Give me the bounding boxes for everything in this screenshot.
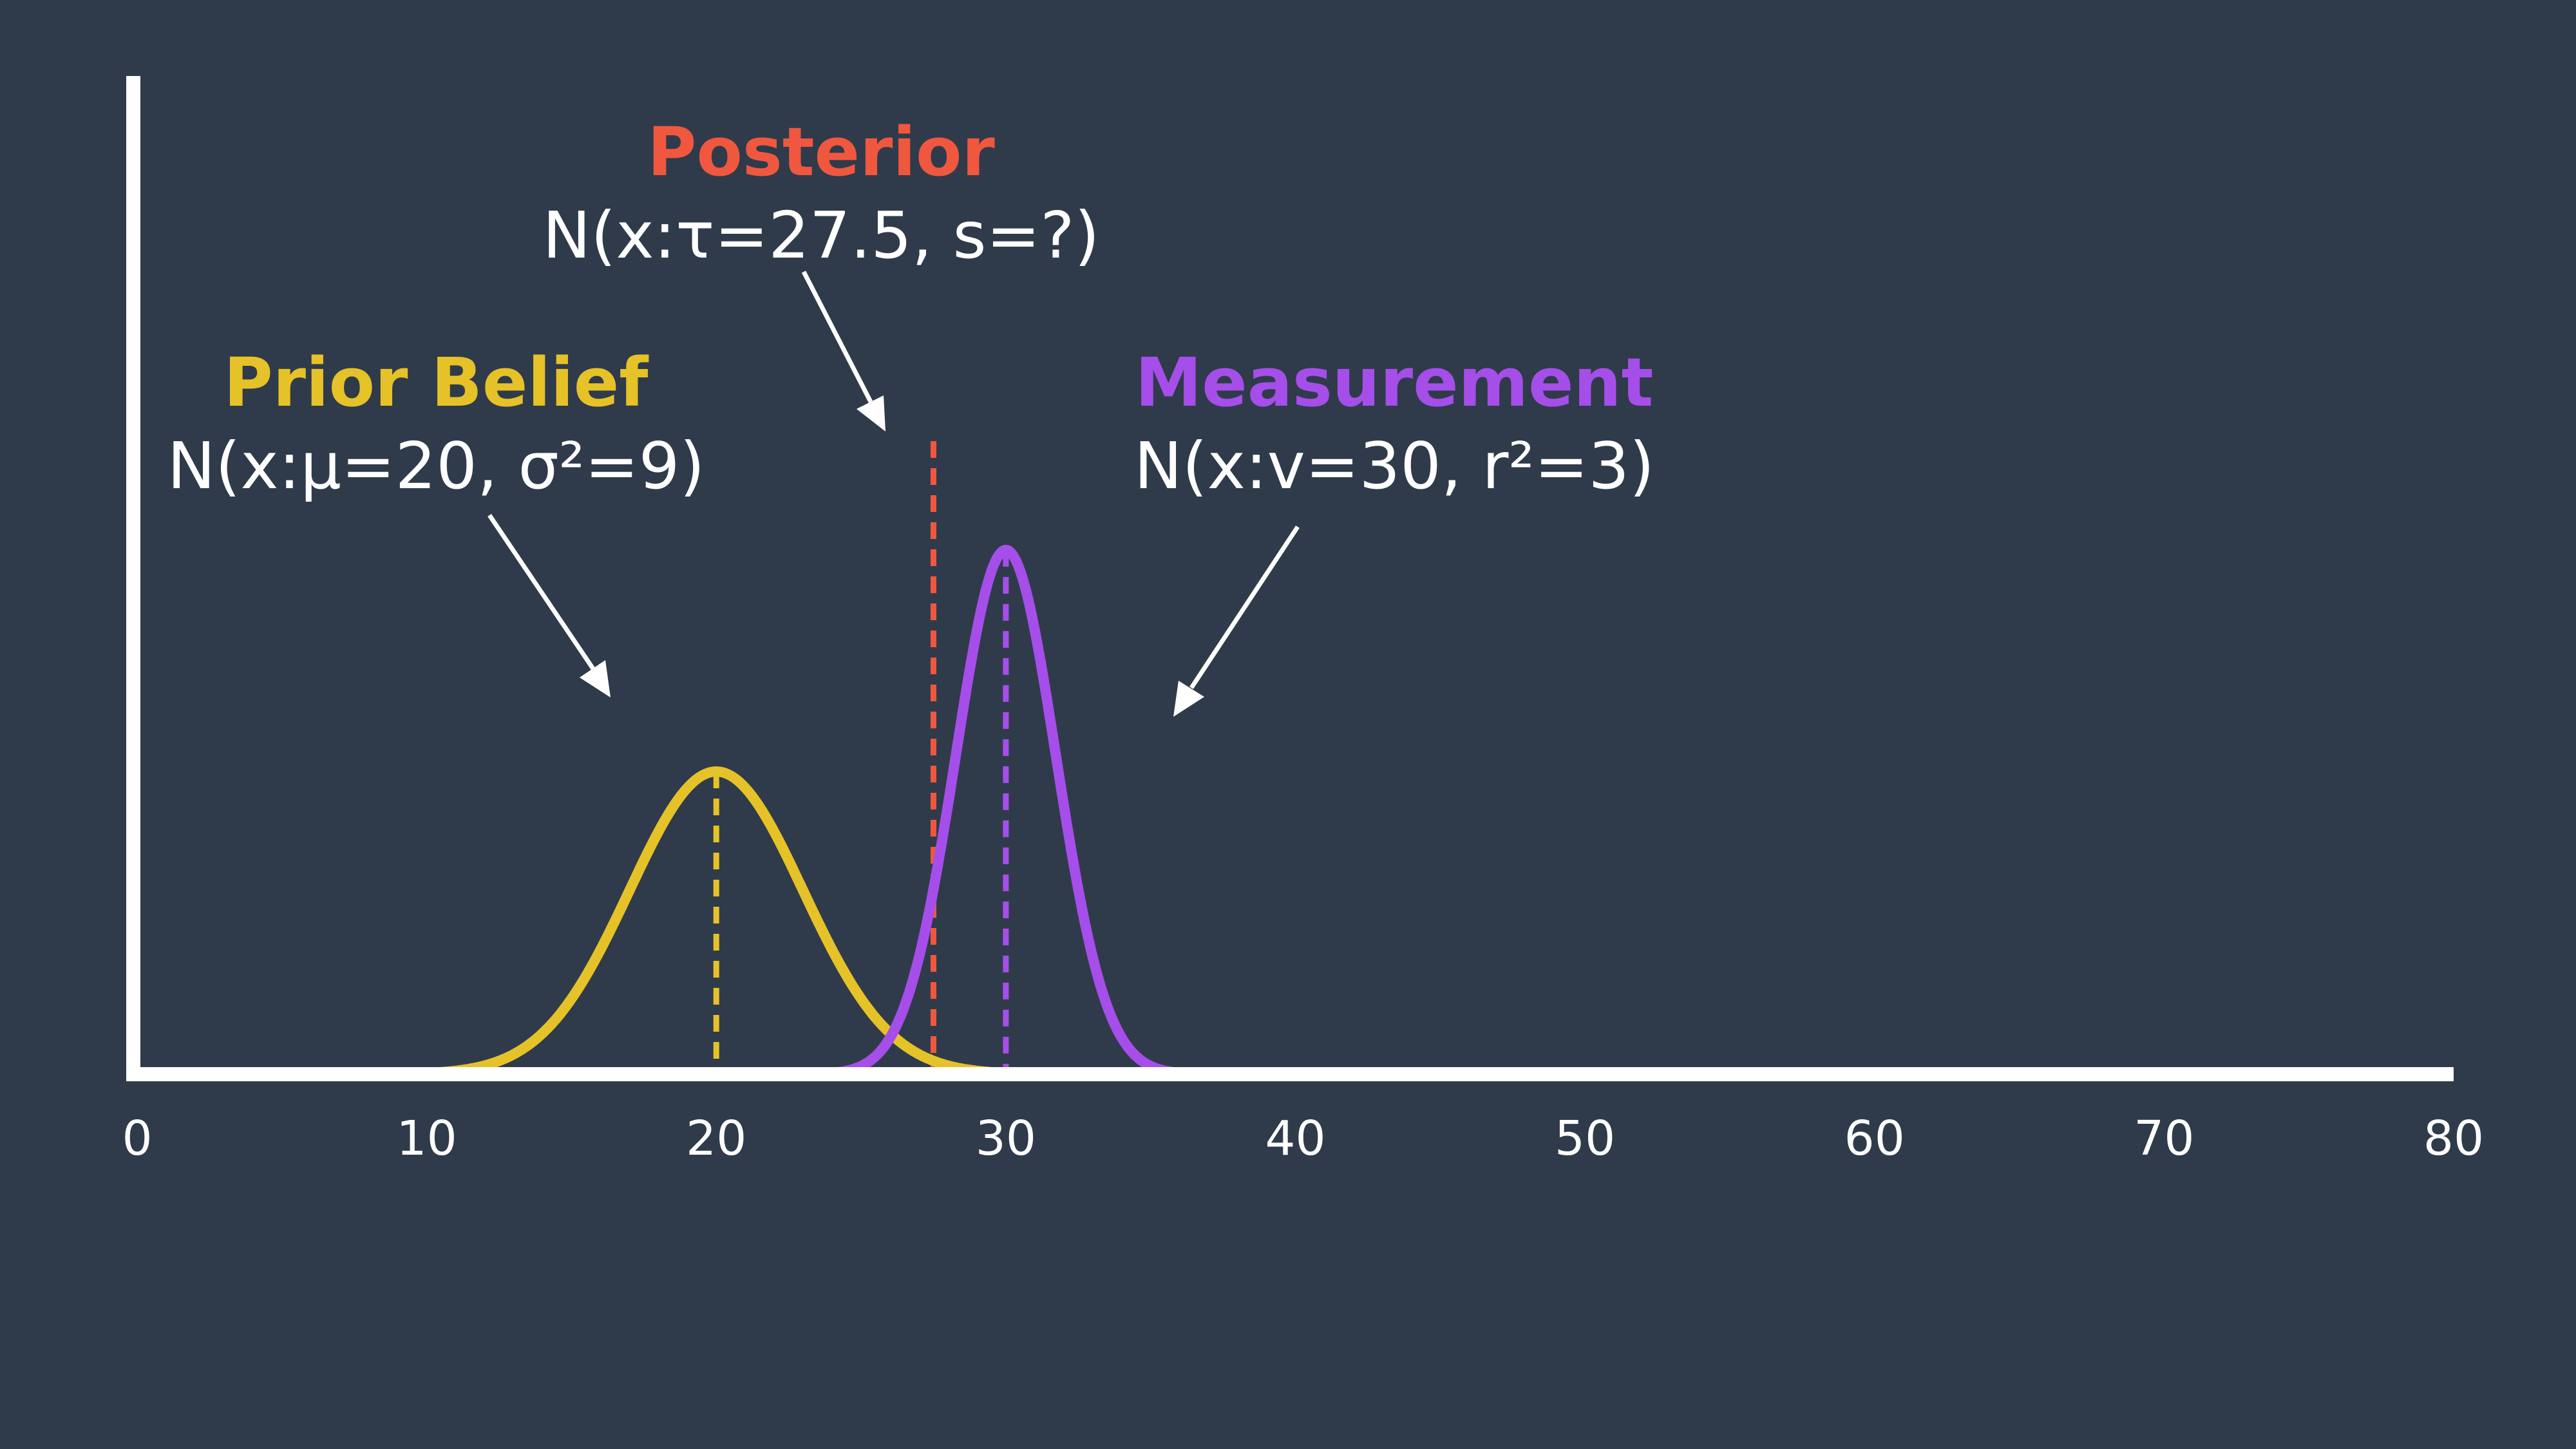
prior-curve <box>363 766 1069 1079</box>
x-tick-label-70: 70 <box>2134 1111 2194 1166</box>
x-tick-label-60: 60 <box>1844 1111 1905 1166</box>
x-tick-label-10: 10 <box>397 1111 457 1166</box>
prior-arrow <box>488 514 611 697</box>
plot-area: 0 10 20 30 40 50 60 70 80 <box>122 76 2484 1166</box>
prior-title: Prior Belief <box>224 343 650 422</box>
measurement-title: Measurement <box>1135 343 1654 422</box>
x-tick-label-50: 50 <box>1555 1111 1615 1166</box>
posterior-title: Posterior <box>647 113 995 191</box>
measurement-formula: N(x:v=30, r²=3) <box>1134 428 1654 504</box>
posterior-formula: N(x:τ=27.5, s=?) <box>543 198 1100 273</box>
x-tick-label-80: 80 <box>2423 1111 2484 1166</box>
prior-formula: N(x:μ=20, σ²=9) <box>167 428 705 504</box>
x-tick-label-30: 30 <box>976 1111 1036 1166</box>
measurement-arrow <box>1173 526 1300 717</box>
x-tick-label-40: 40 <box>1265 1111 1325 1166</box>
posterior-arrow <box>801 270 886 431</box>
annotations: Posterior N(x:τ=27.5, s=?) Prior Belief … <box>167 113 1654 504</box>
x-tick-label-20: 20 <box>686 1111 746 1166</box>
measurement-curve <box>800 544 1212 1079</box>
annotation-arrows <box>488 270 1300 717</box>
x-tick-label-0: 0 <box>122 1111 152 1166</box>
